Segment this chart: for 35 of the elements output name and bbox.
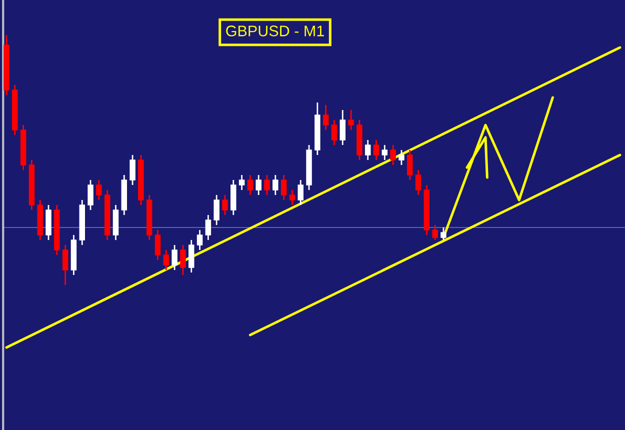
candlestick xyxy=(298,179,304,206)
candlestick xyxy=(398,149,404,166)
candlestick xyxy=(130,154,136,186)
candlestick xyxy=(180,244,186,276)
candlestick xyxy=(205,214,212,241)
candlestick xyxy=(331,119,338,146)
candlestick xyxy=(390,144,396,166)
candlestick xyxy=(373,139,380,161)
candlestick xyxy=(415,169,422,196)
candlestick xyxy=(154,229,161,261)
candlestick xyxy=(163,249,170,271)
candlestick xyxy=(238,174,245,191)
candlestick xyxy=(62,244,68,286)
candlestick xyxy=(247,174,254,196)
candlestick xyxy=(272,174,278,196)
candlestick xyxy=(432,224,438,241)
candlestick xyxy=(222,194,228,216)
candlestick xyxy=(172,244,178,271)
candlestick xyxy=(96,179,102,201)
candlestick xyxy=(289,189,296,206)
candlestick xyxy=(88,179,94,211)
candlestick xyxy=(364,139,371,161)
candlestick xyxy=(340,109,346,146)
candlestick xyxy=(280,174,287,201)
candlestick xyxy=(256,174,262,196)
candlestick xyxy=(406,149,413,181)
candlestick xyxy=(348,109,354,131)
chart-title: GBPUSD - M1 xyxy=(226,26,324,36)
candlestick xyxy=(264,174,270,196)
candlestick xyxy=(382,144,388,161)
candlestick xyxy=(214,194,220,226)
candlestick xyxy=(188,239,194,274)
candlestick xyxy=(196,229,203,251)
candlestick xyxy=(440,226,446,241)
candlestick xyxy=(322,104,329,131)
